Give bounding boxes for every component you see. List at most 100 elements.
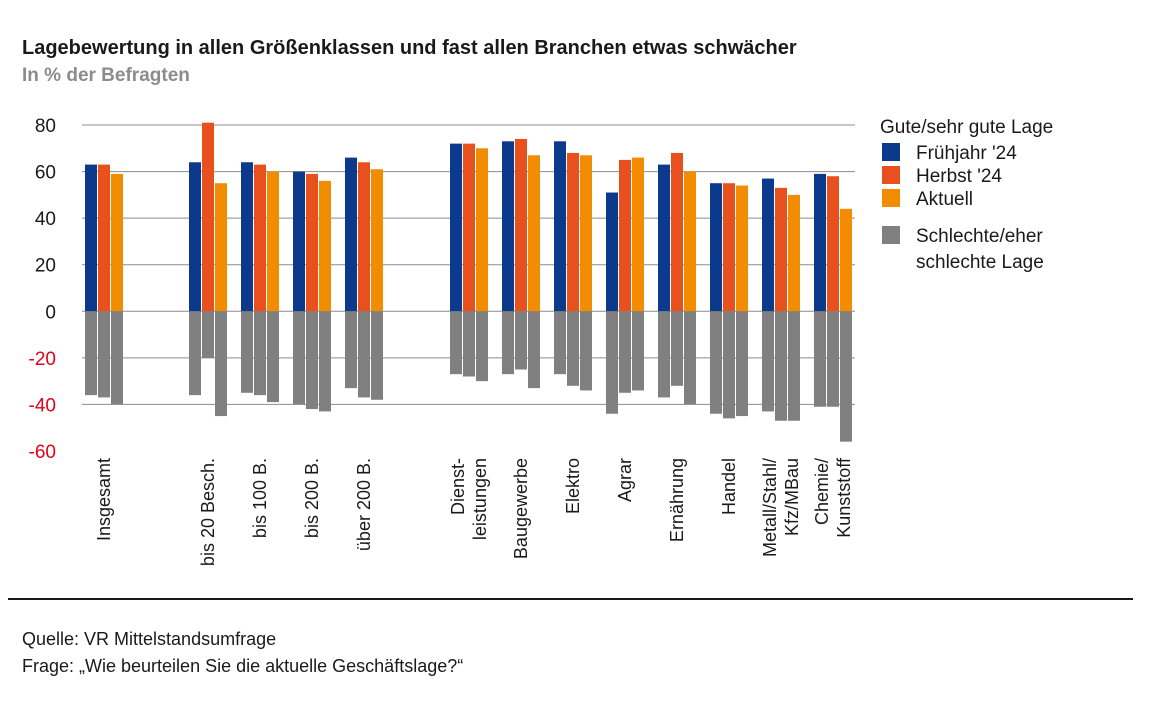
bar-good-aktuell (371, 169, 383, 312)
bar-good-herbst (619, 159, 631, 312)
legend-label-herbst: Herbst '24 (916, 166, 1002, 187)
bar-bad (254, 311, 266, 396)
bar-bad (345, 311, 357, 389)
bar-good-aktuell (684, 171, 696, 312)
bar-good-aktuell (788, 194, 800, 312)
bar-good-aktuell (215, 183, 227, 312)
bar-bad (358, 311, 370, 398)
bar-bad (554, 311, 566, 375)
bar-good-herbst (254, 164, 266, 312)
legend-swatch-herbst (882, 166, 900, 184)
y-tick-label: 80 (35, 116, 56, 137)
legend: Gute/sehr gute Lage Frühjahr '24 Herbst … (880, 117, 1053, 273)
bar-good-aktuell (111, 173, 123, 312)
bar-good-fruehjahr (241, 162, 253, 312)
bar-good-aktuell (267, 171, 279, 312)
bar-bad (632, 311, 644, 391)
bar-bad (775, 311, 787, 421)
bar-bad (267, 311, 279, 403)
y-tick-label: -20 (29, 349, 56, 370)
category-label: über 200 B. (354, 458, 374, 551)
bar-bad (762, 311, 774, 412)
bar-good-fruehjahr (85, 164, 97, 312)
category-label: Ernährung (667, 458, 687, 542)
bar-good-herbst (98, 164, 110, 312)
bar-good-aktuell (736, 185, 748, 312)
bar-good-fruehjahr (814, 173, 826, 312)
bar-good-fruehjahr (606, 192, 618, 312)
legend-header: Gute/sehr gute Lage (880, 117, 1053, 138)
footer-question: Frage: „Wie beurteilen Sie die aktuelle … (22, 656, 463, 676)
y-tick-label: 40 (35, 209, 56, 230)
bar-bad (684, 311, 696, 405)
bar-bad (580, 311, 592, 391)
bar-bad (671, 311, 683, 386)
bar-bad (658, 311, 670, 398)
legend-label-aktuell: Aktuell (916, 189, 973, 210)
bar-bad (619, 311, 631, 393)
footer-source: Quelle: VR Mittelstandsumfrage (22, 629, 276, 649)
x-axis: Insgesamt bis 20 Besch. bis 100 B. bis 200 … (94, 457, 854, 566)
bar-good-herbst (306, 173, 318, 312)
bar-good-fruehjahr (293, 171, 305, 312)
category-label: Agrar (615, 458, 635, 502)
legend-label-fruehjahr: Frühjahr '24 (916, 143, 1017, 164)
bar-good-herbst (723, 183, 735, 312)
bar-good-aktuell (632, 157, 644, 312)
bar-bad (528, 311, 540, 389)
bar-bad (502, 311, 514, 375)
bar-bad (723, 311, 735, 419)
bar-bad (710, 311, 722, 414)
bar-good-fruehjahr (450, 143, 462, 312)
category-label: bis 100 B. (250, 458, 270, 538)
bar-good-aktuell (319, 180, 331, 312)
y-tick-label: -60 (29, 442, 56, 463)
category-label: Kfz/MBau (782, 458, 802, 536)
bar-good-herbst (671, 152, 683, 312)
category-label: leistungen (470, 458, 490, 540)
bar-good-herbst (827, 176, 839, 312)
bar-bad (567, 311, 579, 386)
y-tick-label: 60 (35, 163, 56, 184)
bar-bad (463, 311, 475, 377)
bar-bad (788, 311, 800, 421)
bar-good-herbst (202, 122, 214, 312)
y-tick-label: 20 (35, 256, 56, 277)
bar-bad (306, 311, 318, 410)
bar-good-herbst (775, 187, 787, 312)
bar-good-fruehjahr (658, 164, 670, 312)
bar-good-aktuell (528, 155, 540, 312)
bar-bad (371, 311, 383, 400)
bar-good-fruehjahr (762, 178, 774, 312)
bar-bad (215, 311, 227, 417)
legend-label-schlecht-2: schlechte Lage (916, 252, 1044, 273)
bar-good-herbst (567, 152, 579, 312)
bar-bad (476, 311, 488, 382)
bar-bad (515, 311, 527, 370)
bar-good-fruehjahr (554, 141, 566, 312)
bar-bad (827, 311, 839, 407)
bar-bad (814, 311, 826, 407)
category-label: Elektro (563, 458, 583, 514)
category-label: Dienst- (448, 458, 468, 515)
bar-bad (98, 311, 110, 398)
bar-bad (606, 311, 618, 414)
bar-good-fruehjahr (502, 141, 514, 312)
category-label: Insgesamt (94, 458, 114, 541)
bar-good-aktuell (580, 155, 592, 312)
category-label: Metall/Stahl/ (760, 458, 780, 557)
bar-good-fruehjahr (189, 162, 201, 312)
bars (85, 122, 852, 442)
legend-swatch-schlecht (882, 226, 900, 244)
y-axis: 80 60 40 20 0 -20 -40 -60 (29, 116, 56, 463)
category-label: bis 20 Besch. (198, 458, 218, 566)
legend-swatch-aktuell (882, 189, 900, 207)
bar-good-herbst (515, 138, 527, 312)
y-tick-label: -40 (29, 395, 56, 416)
category-label: Handel (719, 458, 739, 515)
bar-good-herbst (358, 162, 370, 312)
bar-bad (189, 311, 201, 396)
bar-bad (319, 311, 331, 412)
bar-good-aktuell (840, 208, 852, 312)
bar-bad (85, 311, 97, 396)
